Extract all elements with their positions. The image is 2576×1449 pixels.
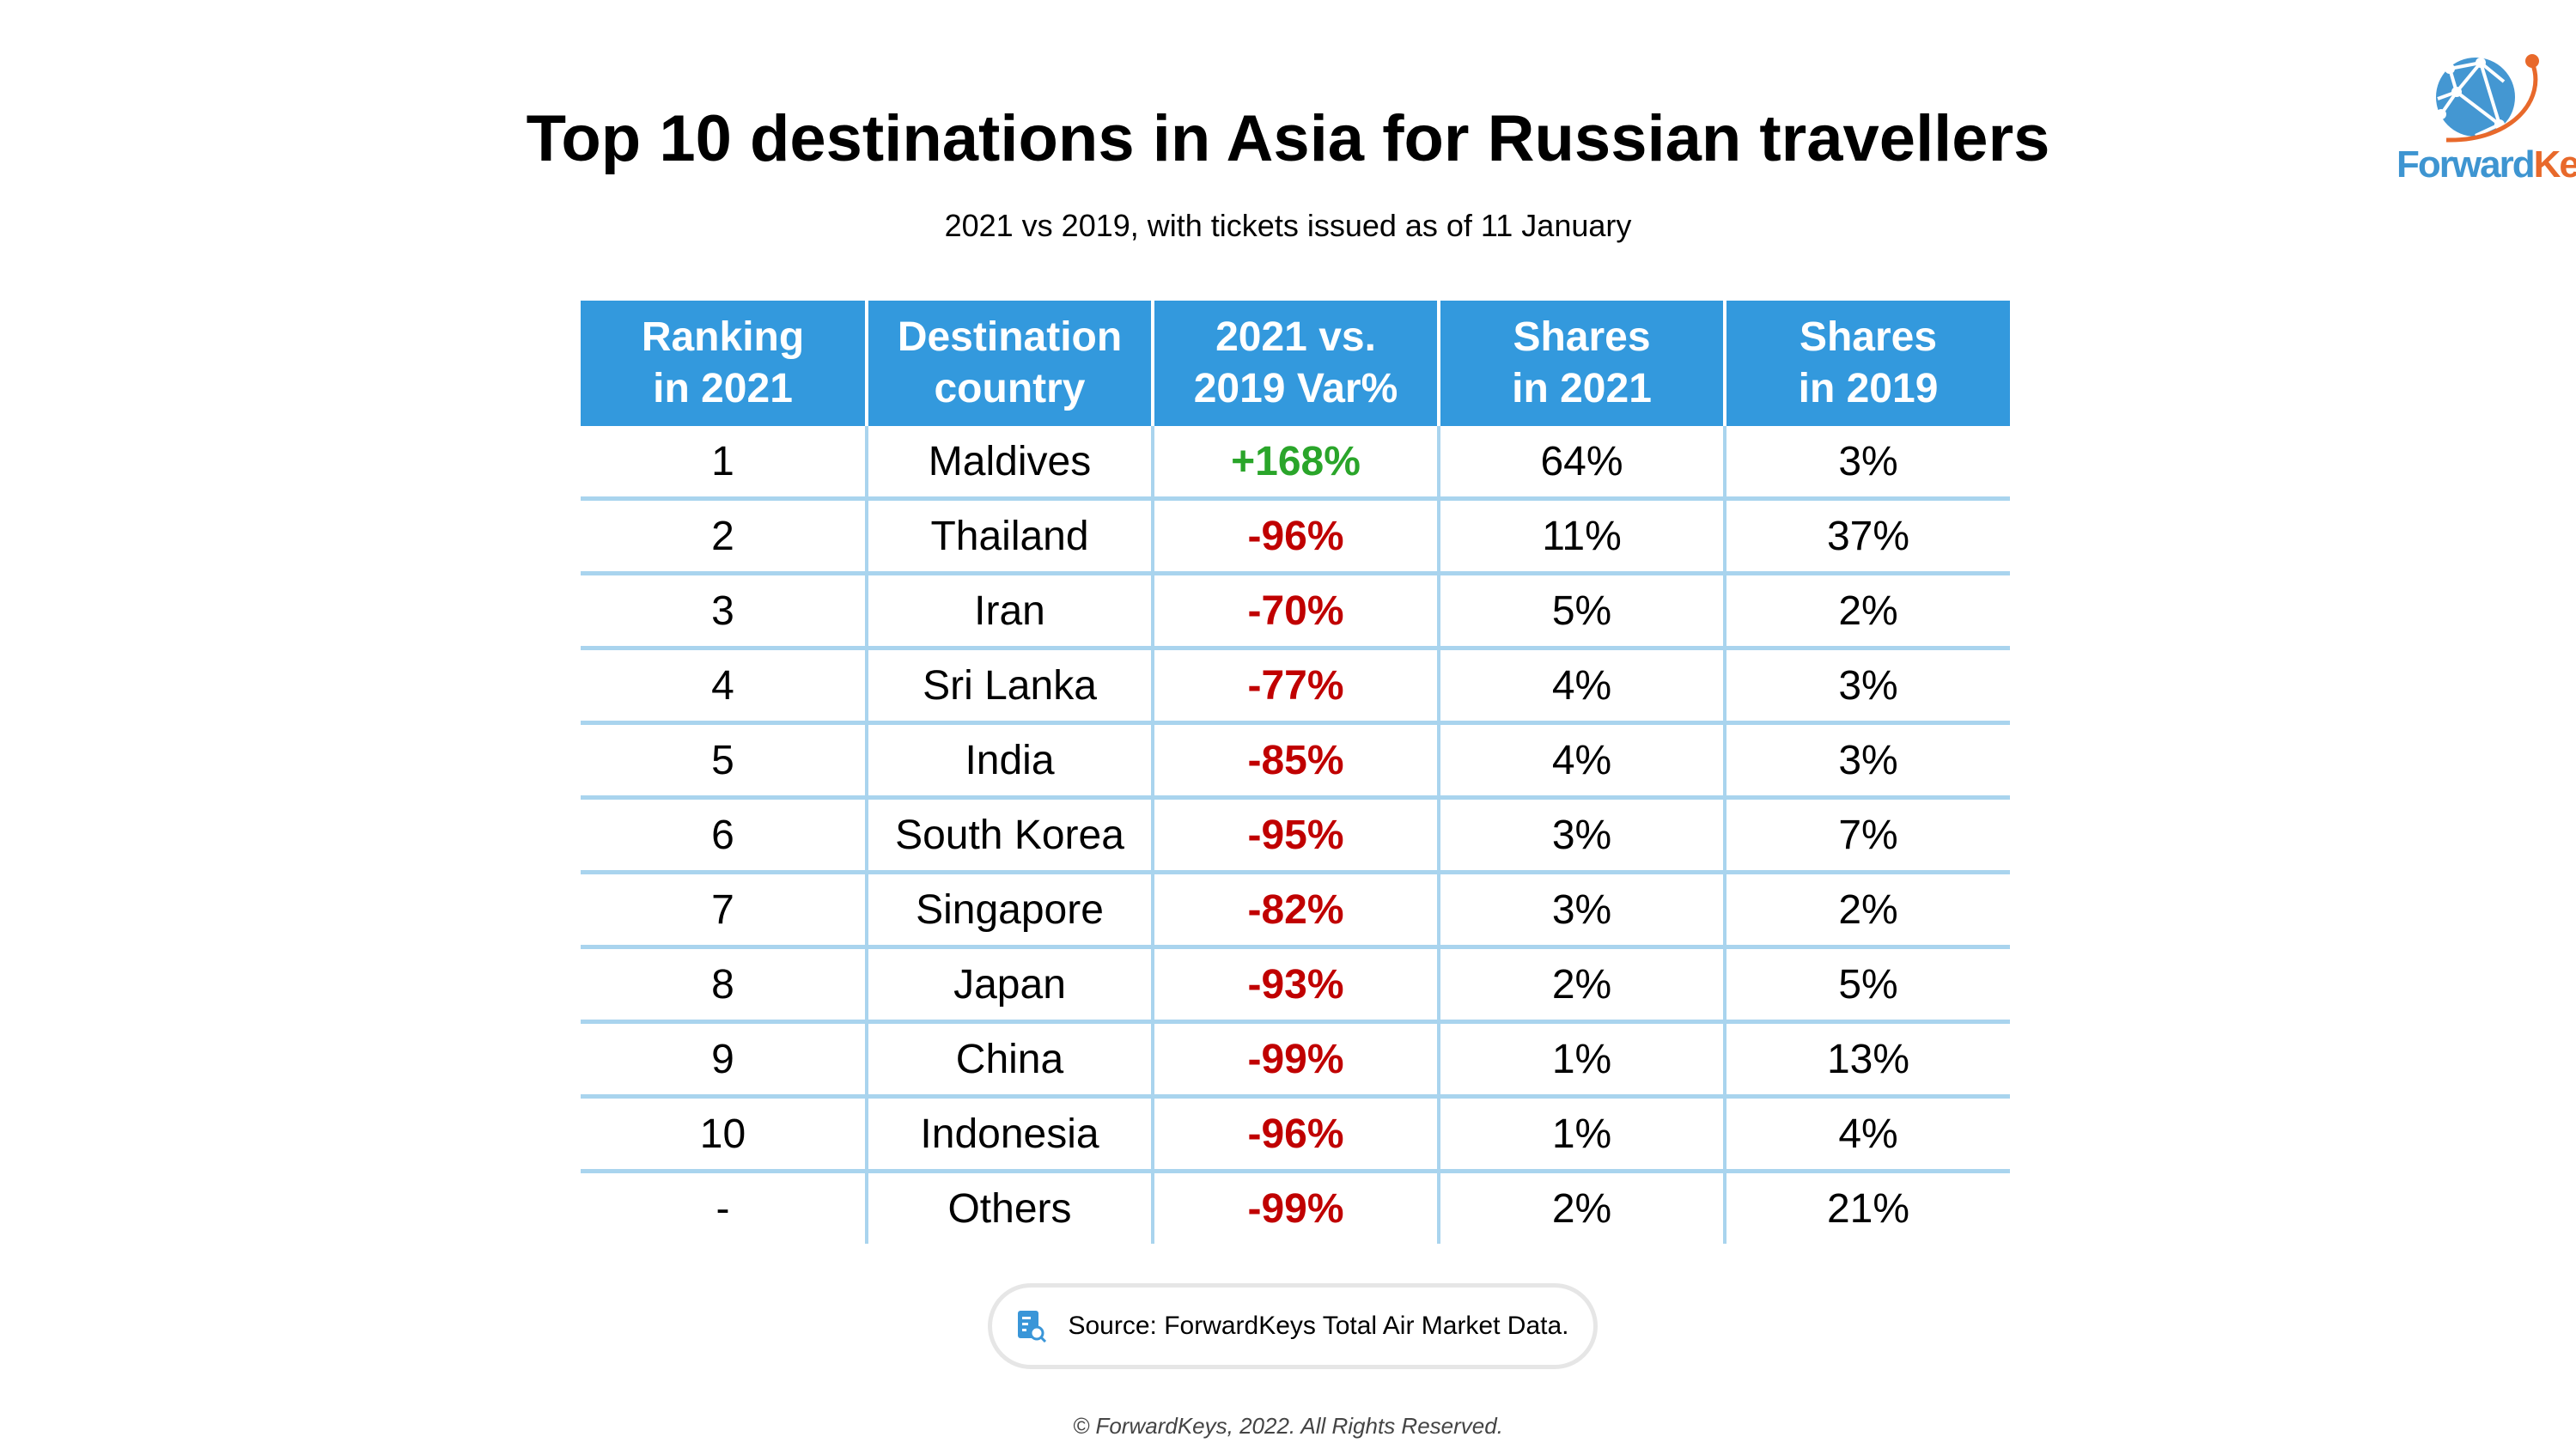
rank-cell: 8 [581, 945, 868, 1022]
share-2021-cell: 64% [1437, 426, 1726, 499]
table-row: 10 Indonesia -96% 1% 4% [581, 1094, 2010, 1172]
rank-cell: 4 [581, 646, 868, 723]
share-2021-cell: 2% [1437, 945, 1726, 1022]
country-cell: India [865, 721, 1154, 798]
country-cell: Sri Lanka [865, 646, 1154, 723]
share-2019-cell: 37% [1723, 496, 2010, 574]
destinations-table: Ranking in 2021 Destination country 2021 v… [581, 301, 2010, 1244]
source-note: Source: ForwardKeys Total Air Market Dat… [988, 1283, 1598, 1369]
share-2019-cell: 13% [1723, 1020, 2010, 1097]
country-cell: Others [865, 1169, 1154, 1244]
share-2019-cell: 4% [1723, 1094, 2010, 1172]
share-2021-cell: 3% [1437, 870, 1726, 947]
table-header-row: Ranking in 2021 Destination country 2021 v… [581, 301, 2010, 426]
share-2019-cell: 2% [1723, 571, 2010, 648]
country-cell: Japan [865, 945, 1154, 1022]
table-row: 9 China -99% 1% 13% [581, 1020, 2010, 1097]
table-row: 7 Singapore -82% 3% 2% [581, 870, 2010, 947]
variation-cell: -99% [1151, 1020, 1440, 1097]
share-2021-cell: 1% [1437, 1094, 1726, 1172]
forwardkeys-logo: ForwardKeys [2396, 47, 2576, 193]
table-row: 5 India -85% 4% 3% [581, 721, 2010, 798]
share-2021-cell: 5% [1437, 571, 1726, 648]
column-header-shares-2019: Shares in 2019 [1723, 301, 2010, 426]
country-cell: China [865, 1020, 1154, 1097]
share-2021-cell: 11% [1437, 496, 1726, 574]
page-subtitle: 2021 vs 2019, with tickets issued as of … [944, 208, 1632, 243]
variation-cell: -93% [1151, 945, 1440, 1022]
variation-cell: -95% [1151, 795, 1440, 873]
table-row: - Others -99% 2% 21% [581, 1169, 2010, 1244]
rank-cell: 5 [581, 721, 868, 798]
share-2019-cell: 7% [1723, 795, 2010, 873]
country-cell: Thailand [865, 496, 1154, 574]
variation-cell: -96% [1151, 496, 1440, 574]
share-2021-cell: 4% [1437, 721, 1726, 798]
rank-cell: 7 [581, 870, 868, 947]
table-row: 1 Maldives +168% 64% 3% [581, 426, 2010, 499]
column-header-destination: Destination country [865, 301, 1154, 426]
share-2021-cell: 1% [1437, 1020, 1726, 1097]
rank-cell: 2 [581, 496, 868, 574]
share-2019-cell: 21% [1723, 1169, 2010, 1244]
variation-cell: -85% [1151, 721, 1440, 798]
country-cell: Singapore [865, 870, 1154, 947]
variation-cell: -70% [1151, 571, 1440, 648]
variation-cell: -99% [1151, 1169, 1440, 1244]
share-2019-cell: 5% [1723, 945, 2010, 1022]
share-2021-cell: 2% [1437, 1169, 1726, 1244]
share-2019-cell: 3% [1723, 426, 2010, 499]
rank-cell: 9 [581, 1020, 868, 1097]
rank-cell: 1 [581, 426, 868, 499]
country-cell: Maldives [865, 426, 1154, 499]
source-text: Source: ForwardKeys Total Air Market Dat… [1068, 1312, 1569, 1340]
share-2021-cell: 3% [1437, 795, 1726, 873]
share-2021-cell: 4% [1437, 646, 1726, 723]
variation-cell: -96% [1151, 1094, 1440, 1172]
rank-cell: - [581, 1169, 868, 1244]
page-title: Top 10 destinations in Asia for Russian … [526, 102, 2050, 175]
variation-cell: -77% [1151, 646, 1440, 723]
column-header-ranking: Ranking in 2021 [581, 301, 868, 426]
rank-cell: 6 [581, 795, 868, 873]
globe-network-icon [2436, 54, 2539, 143]
table-row: 2 Thailand -96% 11% 37% [581, 496, 2010, 574]
variation-cell: +168% [1151, 426, 1440, 499]
copyright-notice: © ForwardKeys, 2022. All Rights Reserved… [1073, 1413, 1503, 1439]
share-2019-cell: 2% [1723, 870, 2010, 947]
share-2019-cell: 3% [1723, 721, 2010, 798]
country-cell: South Korea [865, 795, 1154, 873]
rank-cell: 10 [581, 1094, 868, 1172]
table-row: 4 Sri Lanka -77% 4% 3% [581, 646, 2010, 723]
share-2019-cell: 3% [1723, 646, 2010, 723]
document-search-icon [1018, 1311, 1047, 1342]
column-header-variation: 2021 vs. 2019 Var% [1151, 301, 1440, 426]
table-row: 8 Japan -93% 2% 5% [581, 945, 2010, 1022]
logo-wordmark: ForwardKeys [2396, 143, 2576, 186]
table-row: 3 Iran -70% 5% 2% [581, 571, 2010, 648]
country-cell: Iran [865, 571, 1154, 648]
variation-cell: -82% [1151, 870, 1440, 947]
country-cell: Indonesia [865, 1094, 1154, 1172]
column-header-shares-2021: Shares in 2021 [1437, 301, 1726, 426]
rank-cell: 3 [581, 571, 868, 648]
table-row: 6 South Korea -95% 3% 7% [581, 795, 2010, 873]
